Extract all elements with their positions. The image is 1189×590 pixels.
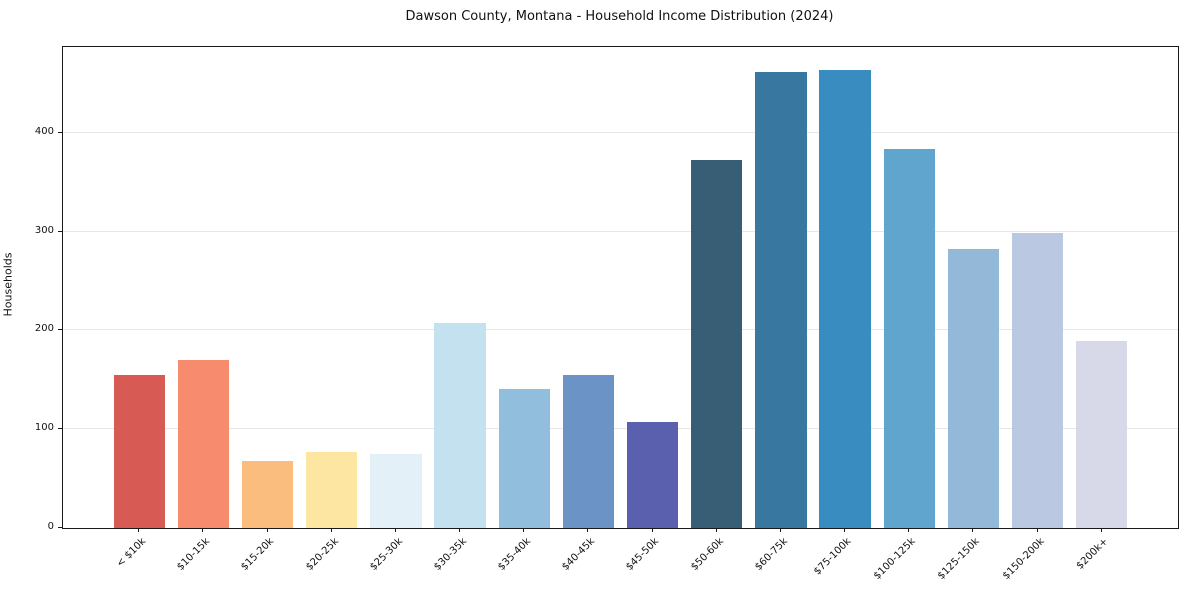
x-tick-label-$15-20k: $15-20k: [239, 536, 277, 573]
x-tick-label-$45-50k: $45-50k: [624, 536, 662, 573]
x-tick-mark: [266, 528, 268, 532]
gridline-y-100: [63, 428, 1178, 430]
x-tick-label-$40-45k: $40-45k: [560, 536, 598, 573]
x-tick-mark: [202, 528, 204, 532]
bar-$60-75k: [755, 71, 807, 528]
x-tick-label-$10-15k: $10-15k: [175, 536, 213, 573]
chart-title: Dawson County, Montana - Household Incom…: [405, 9, 834, 24]
x-tick-mark: [330, 528, 332, 532]
bar-$30-35k: [434, 322, 486, 528]
gridline-y-400: [63, 131, 1178, 133]
y-tick-mark: [58, 428, 62, 430]
x-tick-mark: [459, 528, 461, 532]
x-tick-label-$50-60k: $50-60k: [688, 536, 726, 573]
bar-$125-150k: [947, 248, 999, 528]
x-tick-mark: [523, 528, 525, 532]
bar-$200k+: [1075, 341, 1128, 528]
y-tick-label-0: 0: [47, 521, 54, 532]
bar-$15-20k: [241, 460, 294, 528]
x-tick-mark: [394, 528, 396, 532]
bar-$75-100k: [819, 69, 871, 528]
x-tick-mark: [587, 528, 589, 532]
x-tick-label-$125-150k: $125-150k: [936, 536, 983, 582]
x-tick-mark: [972, 528, 974, 532]
x-tick-mark: [651, 528, 653, 532]
y-axis-label: Households: [1, 252, 15, 317]
y-tick-label-400: 400: [34, 125, 54, 137]
gridline-y-300: [63, 230, 1178, 232]
x-tick-label-$150-200k: $150-200k: [1000, 536, 1047, 582]
plot-area: [62, 46, 1179, 529]
y-tick-mark: [58, 230, 62, 232]
bar-< $10k: [113, 374, 165, 528]
x-tick-mark: [779, 528, 781, 532]
y-tick-mark: [58, 329, 62, 331]
x-tick-label-$100-125k: $100-125k: [872, 536, 918, 582]
x-tick-mark: [715, 528, 717, 532]
x-tick-label-< $10k: < $10k: [114, 536, 149, 570]
x-tick-label-$25-30k: $25-30k: [367, 536, 405, 573]
bar-$150-200k: [1011, 232, 1064, 528]
x-tick-mark: [1036, 528, 1038, 532]
bar-$50-60k: [691, 159, 743, 528]
y-tick-label-200: 200: [34, 323, 54, 335]
y-tick-mark: [58, 131, 62, 133]
bar-$45-50k: [626, 422, 679, 528]
x-tick-mark: [1100, 528, 1102, 532]
x-tick-label-$30-35k: $30-35k: [431, 536, 469, 573]
gridline-y-200: [63, 329, 1178, 331]
x-tick-label-$75-100k: $75-100k: [812, 536, 854, 578]
x-tick-label-$20-25k: $20-25k: [303, 536, 341, 573]
bar-$100-125k: [883, 148, 935, 528]
bar-$40-45k: [562, 374, 615, 528]
y-tick-label-100: 100: [34, 422, 54, 434]
x-tick-label-$200k+: $200k+: [1074, 536, 1111, 572]
bar-$35-40k: [498, 388, 550, 528]
x-tick-label-$60-75k: $60-75k: [752, 536, 790, 573]
x-tick-mark: [138, 528, 140, 532]
bar-$20-25k: [306, 451, 358, 528]
bar-$10-15k: [177, 360, 230, 528]
y-tick-label-300: 300: [34, 224, 54, 236]
y-tick-mark: [58, 527, 62, 528]
bar-$25-30k: [370, 453, 422, 528]
x-tick-mark: [908, 528, 910, 532]
x-tick-label-$35-40k: $35-40k: [496, 536, 534, 573]
x-tick-mark: [844, 528, 846, 532]
